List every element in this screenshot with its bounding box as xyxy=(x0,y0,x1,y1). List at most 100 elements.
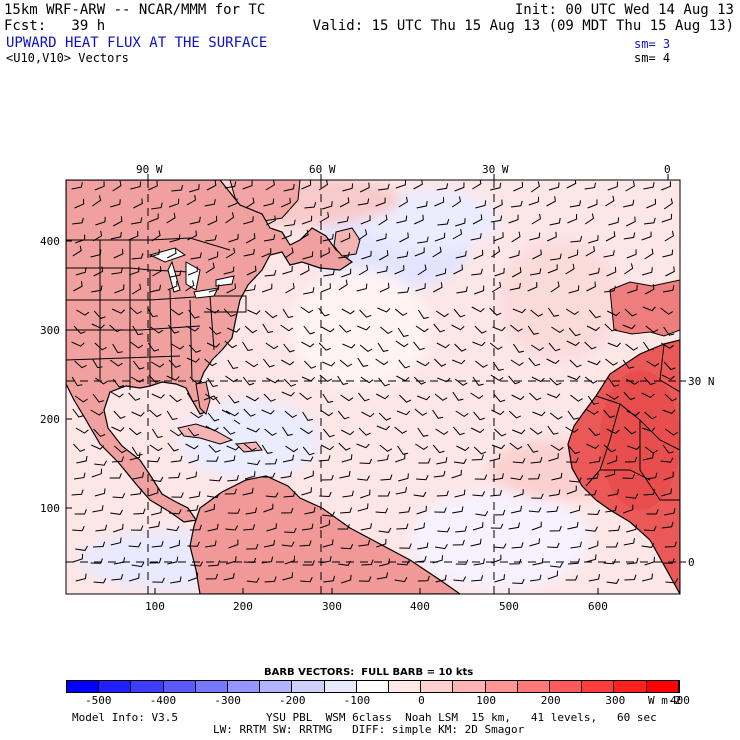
wind-barb xyxy=(547,425,559,435)
wind-barb xyxy=(263,539,276,548)
wind-barb xyxy=(643,376,656,386)
wind-barb xyxy=(588,540,599,550)
wind-barb xyxy=(226,327,241,333)
wind-barb xyxy=(528,196,540,206)
field-smoothing: sm= 3 xyxy=(634,37,671,51)
wind-barb xyxy=(187,572,198,582)
y-tick-400: 400 xyxy=(40,235,60,248)
colorbar-swatch xyxy=(550,681,583,692)
wind-barb xyxy=(359,458,373,465)
wind-barb xyxy=(396,375,410,382)
wind-barb xyxy=(357,503,369,512)
wind-barb xyxy=(435,428,449,436)
wind-barb xyxy=(71,376,83,387)
wind-barb xyxy=(490,374,504,382)
wind-barb xyxy=(494,428,507,437)
wind-barb xyxy=(280,471,292,479)
wind-barb xyxy=(664,508,676,516)
wind-barb xyxy=(151,202,163,210)
wind-barb xyxy=(168,198,180,208)
wind-barb xyxy=(585,246,596,257)
colorbar-swatch xyxy=(67,681,100,692)
wind-barb xyxy=(244,284,256,292)
wind-barb xyxy=(111,267,123,275)
wind-barb xyxy=(338,251,350,259)
wind-barb xyxy=(304,506,316,515)
wind-barb xyxy=(646,360,660,367)
wind-barb xyxy=(643,525,657,532)
wind-barb xyxy=(661,521,674,529)
wind-barb xyxy=(605,505,617,513)
wind-barb xyxy=(436,183,449,191)
wind-barb xyxy=(93,266,104,277)
wind-barb xyxy=(547,307,560,317)
wind-barb xyxy=(587,199,598,209)
wind-barb xyxy=(75,234,86,244)
colorbar-swatch xyxy=(614,681,647,692)
wind-barb xyxy=(436,342,450,349)
wind-barb xyxy=(416,200,428,209)
wind-barb xyxy=(493,509,506,516)
wind-barb xyxy=(338,560,351,566)
wind-barb xyxy=(395,453,406,463)
colorbar-tick-label: 300 xyxy=(605,694,626,707)
wind-barb xyxy=(397,327,409,337)
wind-barb xyxy=(511,394,525,401)
wind-barb xyxy=(128,542,142,548)
wind-barb xyxy=(113,557,126,565)
wind-barb xyxy=(356,443,370,449)
wind-barb xyxy=(92,505,104,513)
wind-barb xyxy=(339,324,352,333)
wind-barb xyxy=(399,232,409,243)
wind-barb xyxy=(549,377,562,386)
wind-barb xyxy=(378,491,391,497)
wind-barb xyxy=(263,503,274,513)
wind-barb xyxy=(245,395,260,402)
wind-barb xyxy=(473,446,487,455)
wind-barb xyxy=(167,442,179,452)
wind-barb xyxy=(245,197,255,209)
wind-barb xyxy=(209,326,222,335)
wind-barb xyxy=(644,411,657,420)
wind-barb xyxy=(75,267,87,276)
wind-barb xyxy=(414,408,428,416)
wind-barb xyxy=(131,411,145,417)
wind-barb xyxy=(414,522,425,531)
wind-barb xyxy=(226,283,237,294)
wind-barb xyxy=(148,521,161,529)
colorbar-swatch xyxy=(356,681,390,692)
wind-barb xyxy=(244,325,258,334)
wind-barb xyxy=(452,506,464,514)
wind-barb xyxy=(531,213,541,225)
wind-barb xyxy=(588,235,599,244)
wind-barb xyxy=(91,358,103,369)
wind-barb xyxy=(223,426,236,435)
wind-barb xyxy=(72,553,84,563)
wind-barb xyxy=(377,183,390,191)
wind-barb xyxy=(206,456,219,462)
wind-barb xyxy=(71,341,85,347)
wind-barb xyxy=(398,506,411,514)
wind-barb xyxy=(342,183,354,192)
wind-barb xyxy=(474,474,488,480)
wind-barb xyxy=(546,196,556,207)
forecast-hour: Fcst: 39 h xyxy=(4,18,106,34)
wind-barb xyxy=(550,281,560,293)
wind-barb xyxy=(413,180,423,190)
wind-barb xyxy=(512,343,525,353)
wind-barb xyxy=(361,559,374,566)
wind-barb xyxy=(607,181,618,191)
x-tick-300: 300 xyxy=(322,600,342,613)
wind-barb xyxy=(378,527,392,533)
wind-barb xyxy=(263,198,275,207)
wind-barb xyxy=(262,472,276,478)
wind-barb xyxy=(95,216,106,226)
wind-barb xyxy=(205,540,217,548)
wind-barb xyxy=(151,393,165,399)
wind-barb xyxy=(337,216,349,224)
wind-barb xyxy=(94,181,105,191)
wind-barb xyxy=(168,359,181,368)
wind-barb xyxy=(605,358,618,366)
wind-barb xyxy=(378,412,392,421)
wind-barb xyxy=(92,195,102,207)
